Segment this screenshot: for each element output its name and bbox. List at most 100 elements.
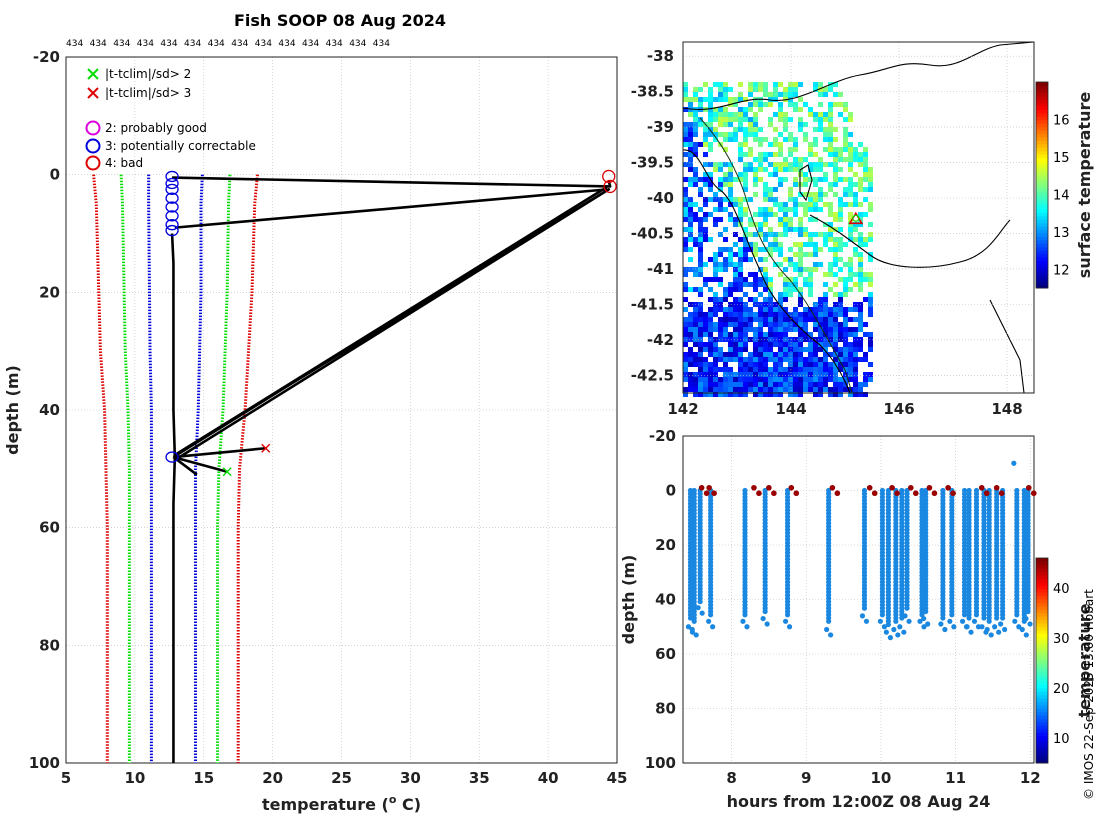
- sst-pixel: [683, 242, 688, 247]
- sst-pixel: [728, 382, 733, 387]
- sst-pixel: [753, 287, 758, 292]
- sst-pixel: [733, 372, 738, 377]
- sst-pixel: [858, 232, 863, 237]
- sst-pixel: [713, 307, 718, 312]
- sst-pixel: [708, 322, 713, 327]
- data-point: [685, 624, 692, 630]
- colorbar-step: [1036, 202, 1048, 207]
- sst-pixel: [848, 377, 853, 382]
- sst-pixel: [728, 322, 733, 327]
- sst-pixel: [788, 82, 793, 87]
- sst-pixel: [743, 237, 748, 242]
- sst-pixel: [868, 307, 873, 312]
- colorbar-step: [1036, 88, 1048, 93]
- sst-pixel: [768, 287, 773, 292]
- sst-pixel: [703, 312, 708, 317]
- sst-pixel: [748, 352, 753, 357]
- data-point: [1027, 621, 1033, 627]
- sst-pixel: [798, 247, 803, 252]
- sst-pixel: [858, 242, 863, 247]
- data-point: [786, 624, 793, 630]
- sst-pixel: [728, 217, 733, 222]
- sst-pixel: [698, 217, 703, 222]
- sst-pixel: [693, 217, 698, 222]
- sst-pixel: [698, 367, 703, 372]
- sst-pixel: [688, 237, 693, 242]
- sst-pixel: [768, 252, 773, 257]
- section-x-tick-label: 9: [801, 769, 811, 787]
- sst-pixel: [693, 147, 698, 152]
- sst-pixel: [738, 317, 743, 322]
- sst-pixel: [813, 152, 818, 157]
- section-y-tick-label: -20: [649, 427, 676, 445]
- sst-pixel: [763, 92, 768, 97]
- data-point: [1012, 618, 1018, 624]
- sst-pixel: [723, 292, 728, 297]
- sst-pixel: [748, 132, 753, 137]
- sst-pixel: [728, 202, 733, 207]
- sst-pixel: [768, 382, 773, 387]
- sst-pixel: [728, 132, 733, 137]
- colorbar-step: [1036, 171, 1048, 176]
- sst-pixel: [748, 107, 753, 112]
- sst-pixel: [808, 332, 813, 337]
- sst-pixel: [778, 222, 783, 227]
- sst-pixel: [688, 167, 693, 172]
- sst-pixel: [708, 352, 713, 357]
- sst-pixel: [798, 262, 803, 267]
- sst-pixel: [723, 177, 728, 182]
- sst-pixel: [778, 102, 783, 107]
- sst-pixel: [708, 117, 713, 122]
- sst-pixel: [733, 317, 738, 322]
- colorbar-step: [1036, 112, 1048, 117]
- sst-pixel: [698, 337, 703, 342]
- sst-pixel: [833, 367, 838, 372]
- sst-pixel: [738, 377, 743, 382]
- sst-pixel: [798, 347, 803, 352]
- sst-pixel: [728, 372, 733, 377]
- sst-pixel: [728, 292, 733, 297]
- sst-pixel: [733, 242, 738, 247]
- colorbar-step: [1036, 126, 1048, 131]
- sst-pixel: [863, 272, 868, 277]
- sst-pixel: [858, 267, 863, 272]
- sst-pixel: [813, 382, 818, 387]
- sst-pixel: [693, 387, 698, 392]
- sst-pixel: [858, 272, 863, 277]
- sst-pixel: [703, 327, 708, 332]
- sst-pixel: [808, 147, 813, 152]
- sst-pixel: [683, 377, 688, 382]
- colorbar-step: [1036, 653, 1048, 658]
- colorbar-step: [1036, 102, 1048, 107]
- sst-pixel: [868, 282, 873, 287]
- sst-pixel: [828, 147, 833, 152]
- sst-pixel: [778, 82, 783, 87]
- sst-pixel: [843, 367, 848, 372]
- colorbar-step: [1036, 212, 1048, 217]
- sst-pixel: [693, 357, 698, 362]
- sst-pixel: [778, 177, 783, 182]
- sst-pixel: [748, 87, 753, 92]
- sst-pixel: [713, 267, 718, 272]
- sst-pixel: [708, 122, 713, 127]
- sst-pixel: [768, 307, 773, 312]
- sst-pixel: [783, 367, 788, 372]
- sst-pixel: [833, 392, 838, 397]
- sst-pixel: [833, 317, 838, 322]
- colorbar-step: [1036, 711, 1048, 716]
- sst-pixel: [833, 307, 838, 312]
- sst-pixel: [838, 147, 843, 152]
- sst-pixel: [778, 262, 783, 267]
- flagged-point: [756, 490, 762, 497]
- colorbar-tick-label: 40: [1053, 582, 1070, 597]
- sst-pixel: [753, 282, 758, 287]
- sst-pixel: [708, 127, 713, 132]
- data-point: [879, 612, 885, 618]
- data-point: [762, 608, 768, 615]
- colorbar-step: [1036, 564, 1048, 569]
- data-point: [1000, 615, 1006, 621]
- sst-pixel: [783, 352, 788, 357]
- sst-pixel: [758, 232, 763, 237]
- sst-pixel: [843, 347, 848, 352]
- sst-pixel: [713, 362, 718, 367]
